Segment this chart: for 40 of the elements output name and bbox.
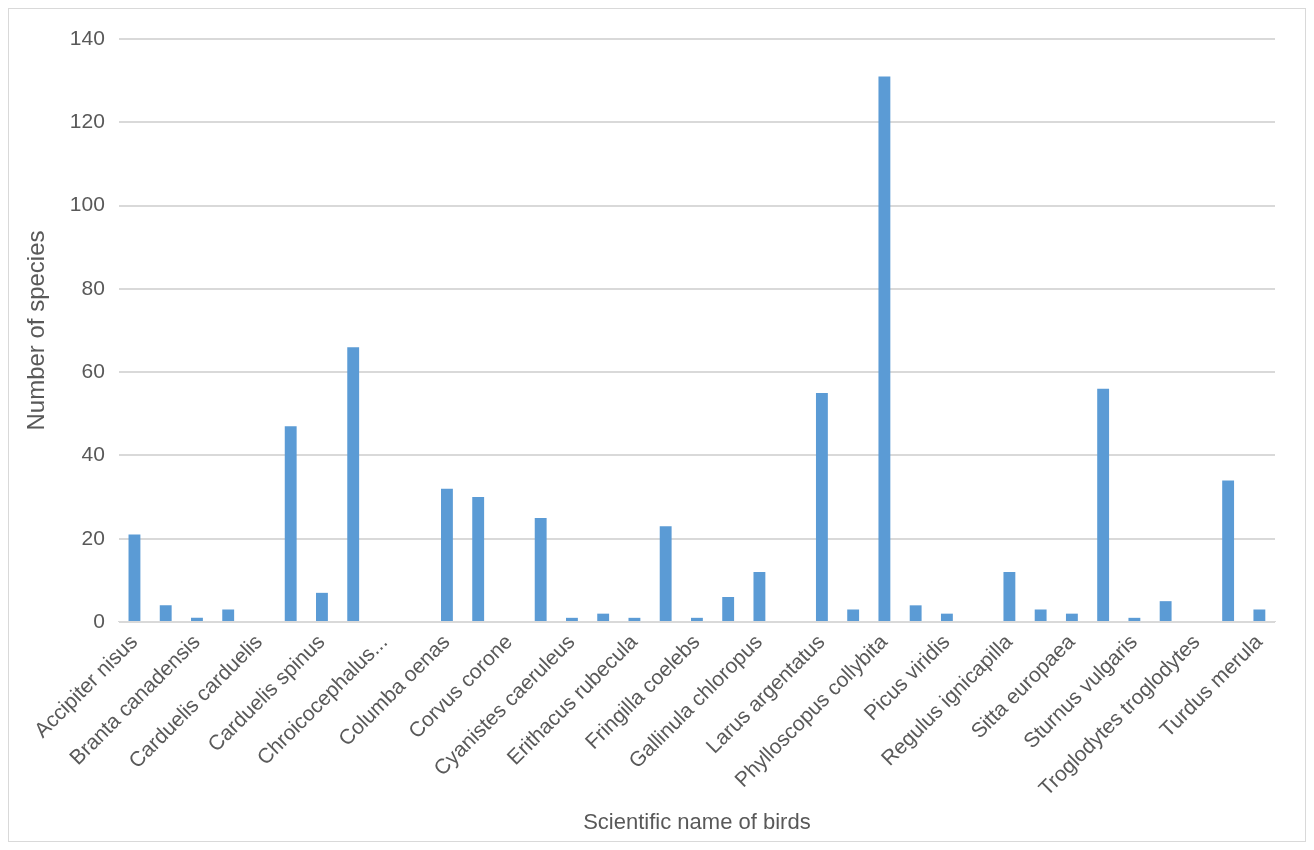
bar: [1097, 388, 1110, 621]
y-tick-label: 100: [69, 192, 105, 216]
bar: [159, 605, 172, 621]
bar: [753, 572, 766, 621]
bar: [472, 497, 485, 621]
y-tick-label: 0: [93, 608, 105, 632]
y-tick-label: 80: [81, 275, 105, 299]
bar: [1222, 480, 1235, 621]
bar: [847, 609, 860, 621]
bar: [909, 605, 922, 621]
bar: [1034, 609, 1047, 621]
bar: [441, 488, 453, 621]
bar: [1128, 617, 1141, 621]
bar: [597, 613, 610, 621]
bar: [628, 617, 641, 621]
bar: [659, 526, 672, 621]
bar: [222, 609, 235, 621]
bar: [128, 534, 141, 621]
bar: [1253, 609, 1266, 621]
y-axis-title: Number of species: [22, 230, 50, 431]
y-tick-label: 20: [81, 525, 105, 549]
y-tick-label: 60: [81, 358, 105, 382]
bar: [565, 617, 578, 621]
bar: [1065, 613, 1078, 621]
bar: [347, 347, 360, 621]
bar: [1159, 601, 1172, 621]
bar: [316, 592, 328, 621]
x-axis-title: Scientific name of birds: [583, 808, 811, 834]
bar: [284, 426, 297, 621]
bar: [1003, 572, 1016, 621]
y-tick-label: 140: [69, 25, 105, 49]
bar: [690, 617, 703, 621]
bar: [722, 597, 735, 621]
bar: [191, 617, 203, 621]
bar: [815, 392, 828, 621]
bar: [534, 517, 547, 621]
bar: [878, 76, 891, 621]
y-tick-label: 120: [69, 109, 105, 133]
y-tick-label: 40: [81, 442, 105, 466]
bar: [940, 613, 953, 621]
